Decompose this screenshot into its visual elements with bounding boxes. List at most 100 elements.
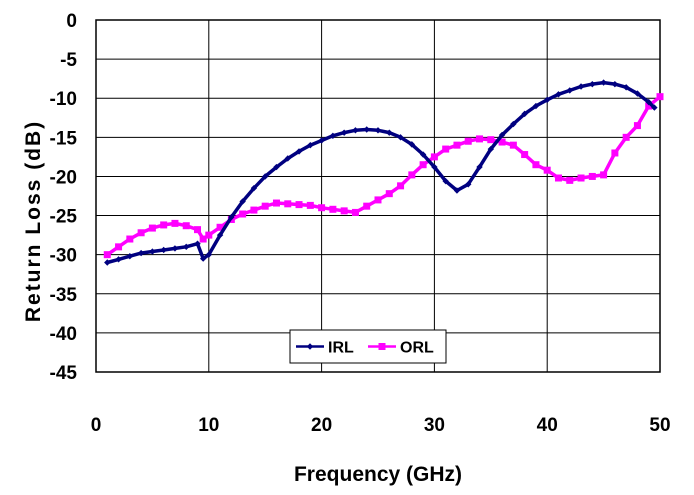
orl-data-point <box>306 201 314 209</box>
y-tick-label: -10 <box>50 89 77 110</box>
irl-data-point <box>295 148 303 155</box>
irl-data-point <box>194 240 201 247</box>
orl-data-point <box>171 219 179 227</box>
irl-data-point <box>611 80 619 88</box>
orl-data-point <box>442 145 450 153</box>
irl-data-point <box>634 90 641 97</box>
irl-data-point <box>589 80 596 88</box>
orl-data-point <box>115 243 123 251</box>
y-tick-label: -15 <box>50 128 78 149</box>
orl-data-point <box>633 122 641 130</box>
orl-data-point <box>295 201 303 209</box>
orl-data-point <box>329 205 337 213</box>
irl-data-point <box>183 243 190 251</box>
orl-data-point <box>385 190 393 198</box>
irl-line <box>106 80 656 265</box>
orl-data-point <box>340 207 348 215</box>
irl-data-point <box>306 343 314 350</box>
y-tick-label: -45 <box>50 363 78 384</box>
x-axis-tick-labels: 0 10 20 30 40 50 <box>91 415 671 436</box>
orl-data-point <box>318 204 326 212</box>
orl-data-point <box>622 133 630 141</box>
series-irl <box>104 79 658 266</box>
orl-data-point <box>103 251 111 259</box>
orl-data-point <box>199 235 207 243</box>
irl-data-point <box>532 102 540 110</box>
legend: IRL ORL <box>289 329 447 364</box>
orl-data-point <box>532 161 540 169</box>
y-axis-tick-labels: 0 -5 -10 -15 -20 -25 -30 -35 -40 -45 <box>50 11 78 384</box>
irl-data-point <box>465 181 472 188</box>
orl-data-point <box>464 137 472 145</box>
irl-data-point <box>510 120 517 128</box>
irl-data-point <box>205 251 212 258</box>
orl-data-point <box>160 221 168 229</box>
irl-data-point <box>498 131 506 139</box>
orl-data-point <box>216 223 224 231</box>
orl-data-point <box>261 202 269 210</box>
orl-data-point <box>509 141 517 149</box>
irl-data-point <box>239 198 246 205</box>
y-tick-label: -5 <box>60 50 77 71</box>
irl-data-point <box>199 255 207 262</box>
orl-data-point <box>378 343 386 350</box>
irl-data-point <box>577 83 585 90</box>
orl-data-point <box>498 138 506 146</box>
orl-data-point <box>577 174 585 182</box>
y-tick-label: -20 <box>50 167 77 188</box>
orl-data-point <box>137 229 145 237</box>
y-tick-label: 0 <box>66 11 77 32</box>
orl-data-point <box>656 93 664 101</box>
irl-data-point <box>250 184 258 192</box>
irl-data-point <box>651 104 658 111</box>
irl-data-point <box>397 134 404 141</box>
orl-data-point <box>566 176 574 184</box>
orl-data-point <box>148 224 156 232</box>
orl-data-point <box>543 166 551 174</box>
orl-data-point <box>588 172 596 180</box>
x-tick-label: 20 <box>311 415 332 436</box>
orl-data-point <box>194 226 202 234</box>
orl-data-point <box>645 102 653 110</box>
x-axis-title: Frequency (GHz) <box>294 463 462 486</box>
y-tick-label: -30 <box>50 246 77 267</box>
orl-data-point <box>250 206 258 214</box>
orl-data-point <box>419 161 427 169</box>
legend-label: IRL <box>328 340 354 357</box>
irl-data-point <box>126 253 134 260</box>
irl-data-point <box>171 245 179 252</box>
series-layer <box>103 79 664 266</box>
irl-data-point <box>521 110 528 118</box>
grid-lines <box>96 20 660 372</box>
irl-data-point <box>340 129 348 136</box>
plot-area-frame <box>95 19 661 373</box>
irl-data-point <box>104 259 111 266</box>
irl-data-point <box>408 141 416 148</box>
irl-data-point <box>228 213 235 221</box>
irl-data-point <box>307 141 314 149</box>
orl-data-point <box>408 171 416 179</box>
orl-data-point <box>600 171 608 179</box>
irl-data-point <box>476 163 483 171</box>
orl-data-point <box>430 153 438 161</box>
irl-data-point <box>386 129 393 136</box>
irl-data-point <box>453 187 461 194</box>
orl-data-point <box>351 208 359 216</box>
x-tick-label: 10 <box>198 415 219 436</box>
irl-data-point <box>374 127 382 134</box>
legend-item-orl: ORL <box>368 340 434 357</box>
irl-data-point <box>273 163 280 171</box>
legend-label: ORL <box>400 340 434 357</box>
orl-data-point <box>453 141 461 149</box>
x-tick-label: 0 <box>91 415 102 436</box>
y-tick-label: -25 <box>50 207 78 228</box>
irl-data-point <box>487 145 494 153</box>
orl-data-point <box>239 210 247 218</box>
orl-line <box>106 95 662 257</box>
orl-data-point <box>363 202 371 210</box>
irl-data-point <box>149 248 156 255</box>
orl-data-point <box>487 136 495 144</box>
y-tick-label: -40 <box>50 324 77 345</box>
y-tick-label: -35 <box>50 285 78 306</box>
